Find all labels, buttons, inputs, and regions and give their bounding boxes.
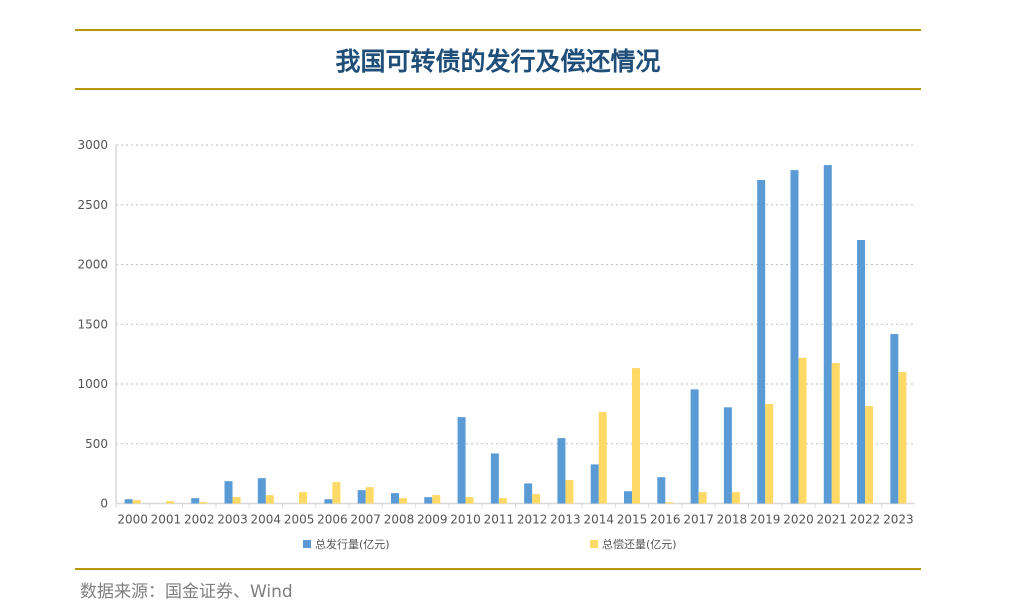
x-tick-label: 2004: [251, 513, 282, 527]
bar-repayment: [332, 482, 341, 504]
bar-repayment: [665, 502, 674, 504]
bar-issuance: [524, 483, 533, 504]
x-tick-label: 2000: [117, 513, 148, 527]
bar-issuance: [224, 481, 233, 504]
bar-issuance: [424, 497, 433, 504]
x-tick-label: 2006: [317, 513, 348, 527]
x-tick-label: 2013: [550, 513, 581, 527]
bar-issuance: [257, 478, 266, 504]
bar-issuance: [357, 490, 366, 504]
source-note: 数据来源：国金证券、Wind: [80, 582, 293, 602]
page-title: 我国可转债的发行及偿还情况: [335, 47, 661, 76]
x-tick-label: 2009: [417, 513, 448, 527]
x-tick-label: 2018: [717, 513, 748, 527]
bar-repayment: [199, 502, 208, 504]
legend-swatch: [303, 540, 311, 548]
bottom-rule: [75, 568, 921, 570]
y-tick-label: 1000: [77, 377, 108, 391]
bar-repayment: [798, 357, 807, 504]
bar-repayment: [731, 492, 740, 504]
bar-repayment: [632, 368, 641, 504]
bar-repayment: [299, 492, 308, 504]
bar-repayment: [698, 492, 707, 504]
x-tick-label: 2002: [184, 513, 215, 527]
title-rule: [75, 88, 921, 90]
bar-issuance: [723, 407, 732, 504]
bar-issuance: [390, 493, 399, 504]
bar-repayment: [498, 498, 507, 504]
x-tick-label: 2007: [350, 513, 381, 527]
x-tick-label: 2001: [151, 513, 182, 527]
bar-repayment: [898, 372, 907, 504]
x-tick-label: 2016: [650, 513, 681, 527]
x-tick-label: 2014: [583, 513, 614, 527]
x-tick-label: 2010: [450, 513, 481, 527]
bar-repayment: [465, 497, 474, 504]
bar-issuance: [757, 180, 766, 504]
bar-issuance: [823, 165, 832, 504]
x-tick-label: 2005: [284, 513, 315, 527]
bar-issuance: [590, 464, 599, 504]
bar-repayment: [865, 406, 874, 504]
bar-issuance: [890, 334, 899, 504]
x-tick-label: 2011: [484, 513, 515, 527]
bar-issuance: [790, 170, 799, 504]
bar-repayment: [598, 412, 607, 504]
bar-repayment: [265, 495, 274, 504]
legend-label: 总偿还量(亿元): [602, 537, 677, 551]
bar-issuance: [657, 477, 666, 504]
bar-repayment: [532, 494, 541, 504]
legend-swatch: [590, 540, 598, 548]
x-tick-label: 2020: [783, 513, 814, 527]
bar-repayment: [565, 480, 574, 504]
y-tick-label: 1500: [77, 317, 108, 331]
bar-repayment: [831, 363, 840, 504]
bar-repayment: [365, 487, 374, 504]
legend-label: 总发行量(亿元): [315, 537, 390, 551]
bar-repayment: [165, 501, 174, 504]
x-tick-label: 2003: [217, 513, 248, 527]
bar-repayment: [432, 495, 441, 504]
x-tick-label: 2019: [750, 513, 781, 527]
top-rule: [75, 29, 921, 31]
bar-issuance: [557, 438, 566, 504]
x-tick-label: 2021: [816, 513, 847, 527]
bar-issuance: [191, 498, 200, 504]
y-tick-label: 500: [85, 437, 108, 451]
bar-issuance: [857, 240, 866, 504]
x-tick-label: 2017: [683, 513, 714, 527]
bar-repayment: [132, 500, 141, 504]
x-tick-label: 2023: [883, 513, 914, 527]
x-tick-label: 2012: [517, 513, 548, 527]
y-tick-label: 2500: [77, 198, 108, 212]
x-tick-label: 2015: [617, 513, 648, 527]
bar-repayment: [398, 498, 407, 504]
y-tick-label: 0: [100, 497, 108, 511]
x-tick-label: 2022: [850, 513, 881, 527]
bar-issuance: [124, 499, 133, 504]
bar-issuance: [690, 389, 699, 504]
bar-issuance: [324, 499, 333, 504]
y-tick-label: 2000: [77, 258, 108, 272]
x-tick-label: 2008: [384, 513, 415, 527]
bar-issuance: [490, 453, 499, 504]
y-tick-label: 3000: [77, 138, 108, 152]
bar-repayment: [765, 403, 774, 504]
bar-repayment: [232, 497, 241, 504]
bar-issuance: [624, 491, 633, 504]
bar-issuance: [457, 417, 466, 504]
